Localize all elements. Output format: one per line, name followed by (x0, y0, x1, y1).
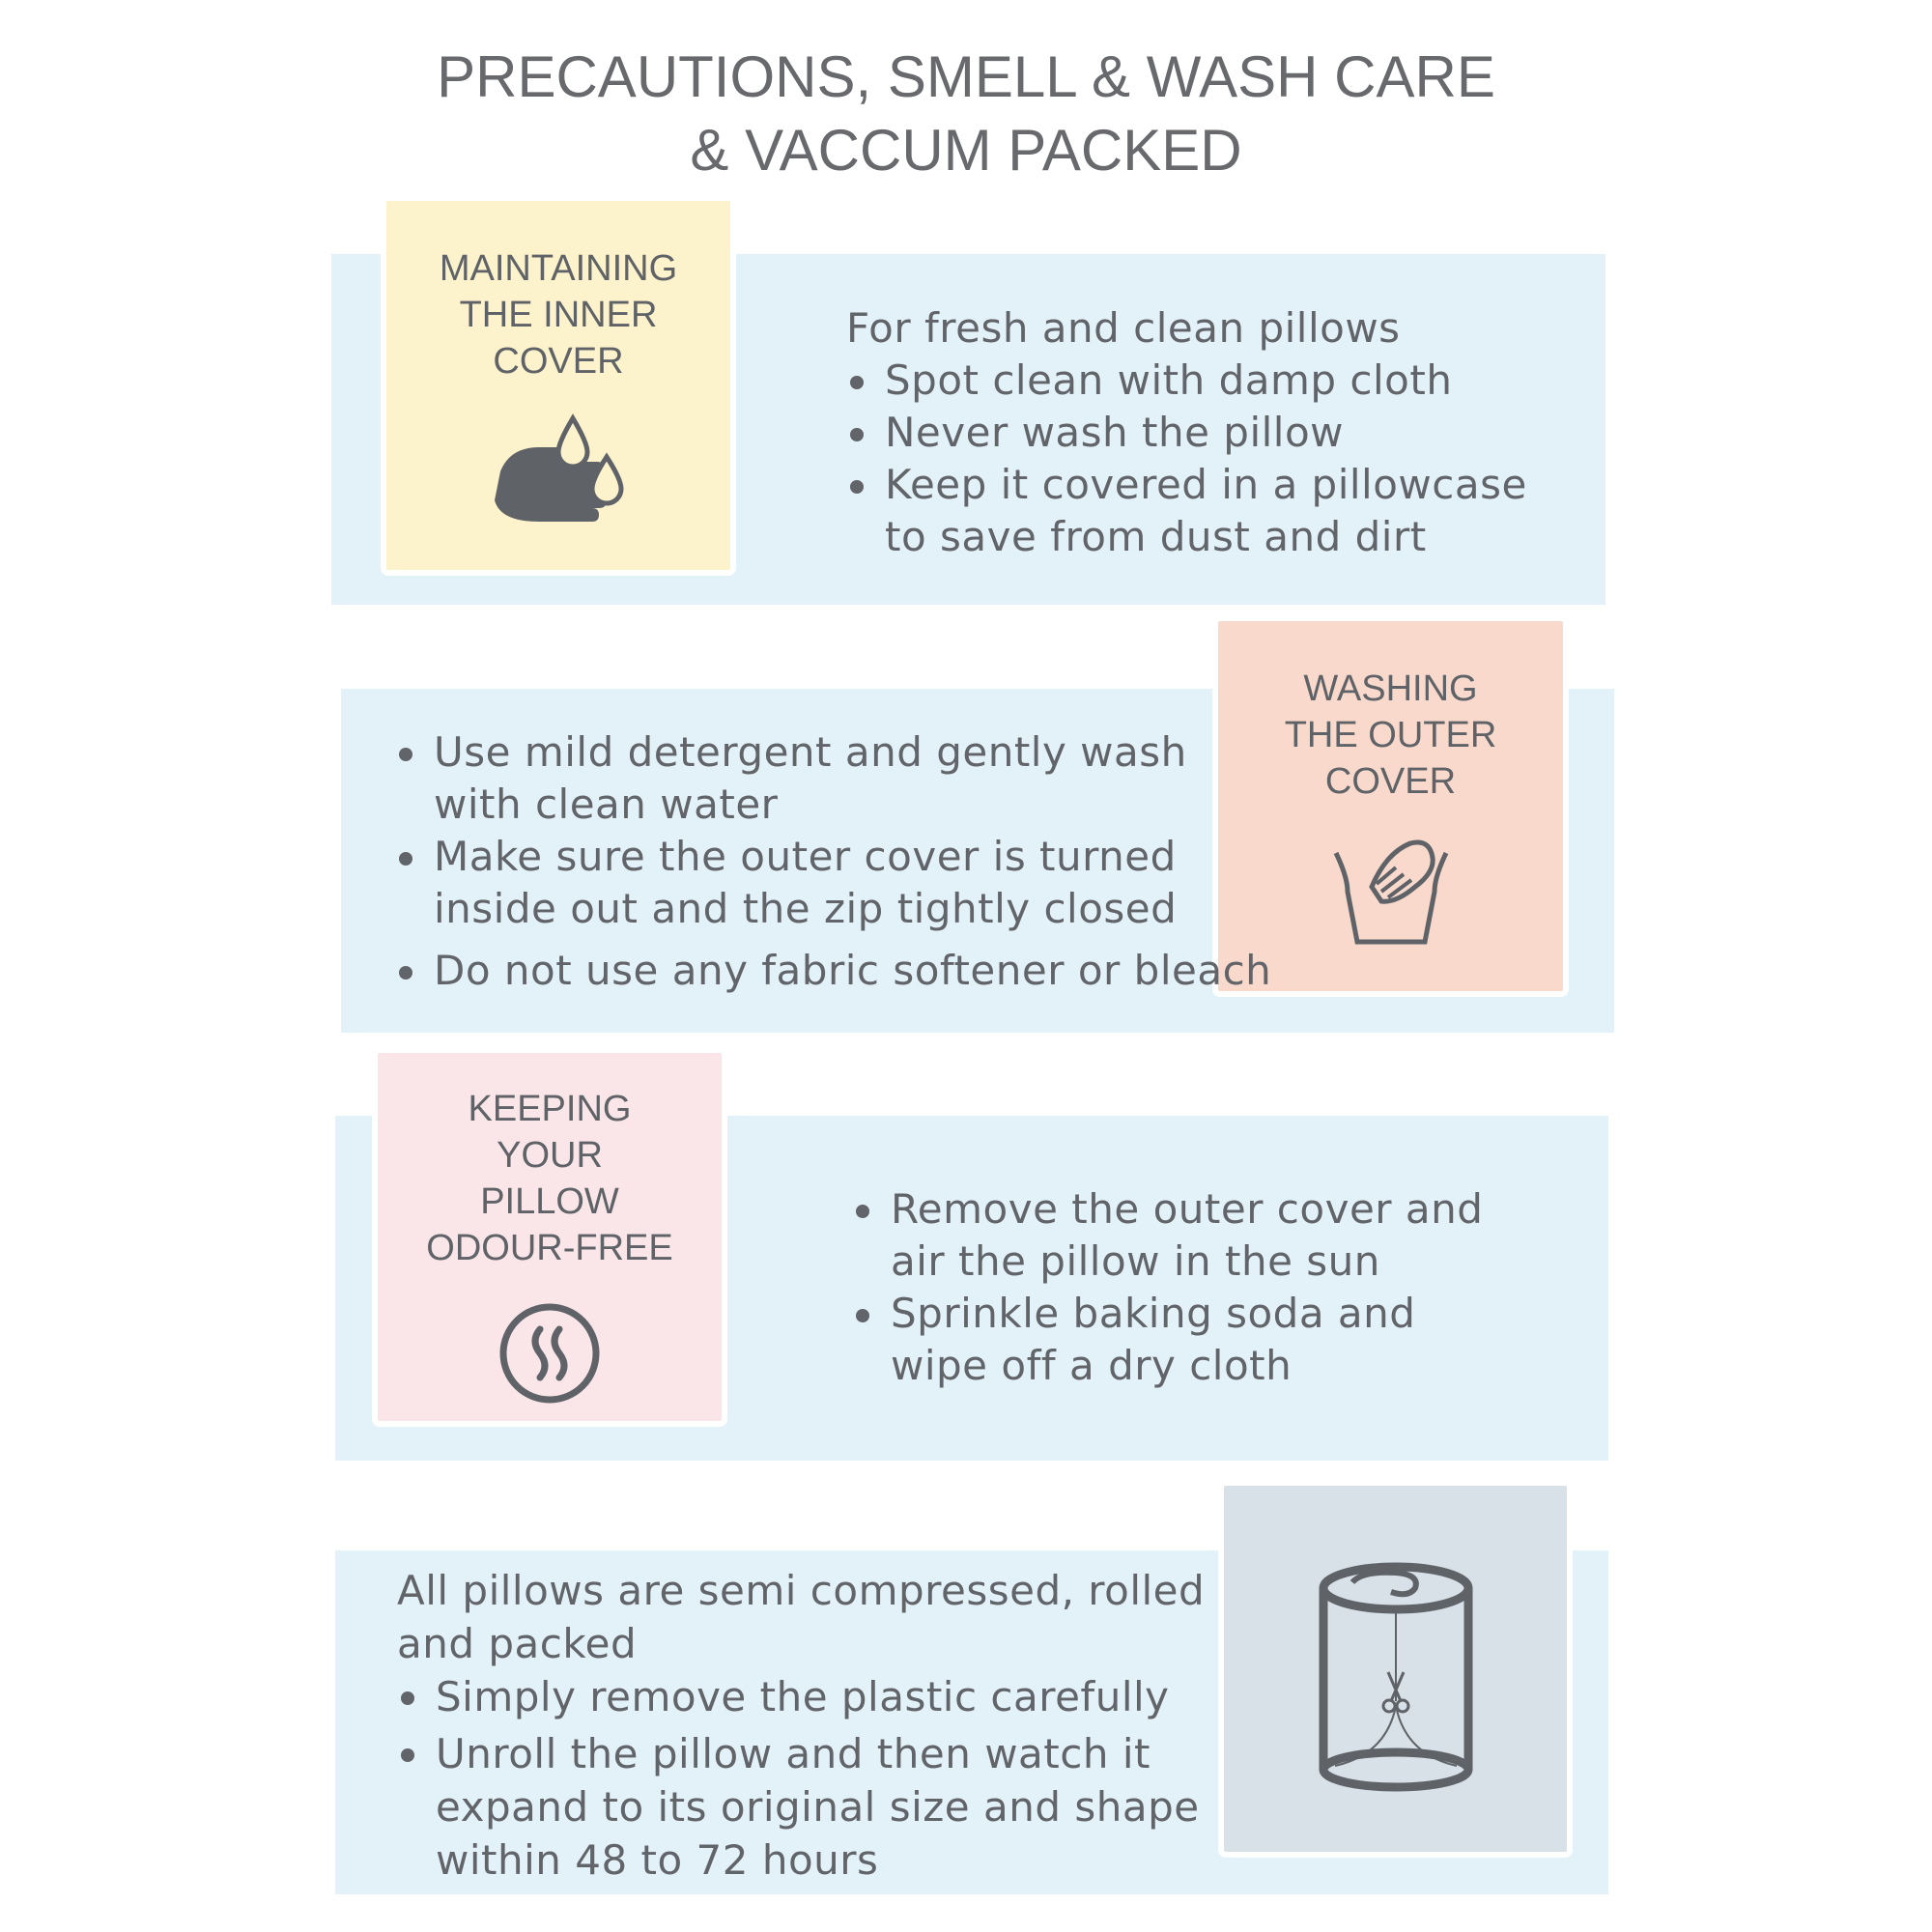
odour-instructions: Remove the outer cover and air the pillo… (852, 1183, 1483, 1392)
outer-cover-card: WASHING THE OUTER COVER (1212, 615, 1569, 997)
vacuum-packed-instructions: All pillows are semi compressed, rolled … (397, 1567, 1206, 1884)
inner-cover-instructions: For fresh and clean pillows Spot clean w… (846, 304, 1527, 560)
inner-cover-card: MAINTAINING THE INNER COVER (381, 195, 736, 576)
hand-wash-basin-icon (1333, 839, 1448, 945)
card-heading: KEEPING YOUR PILLOW ODOUR-FREE (426, 1089, 673, 1268)
hand-wash-drops-icon (495, 413, 624, 522)
page-title: PRECAUTIONS, SMELL & WASH CARE & VACCUM … (437, 44, 1495, 183)
rolled-pillow-scissors-icon (1319, 1562, 1472, 1792)
vacuum-packed-card (1218, 1480, 1573, 1858)
odour-steam-icon (499, 1303, 600, 1404)
card-heading: MAINTAINING THE INNER COVER (439, 248, 678, 382)
outer-cover-instructions: Use mild detergent and gently wash with … (395, 726, 1271, 997)
card-heading: WASHING THE OUTER COVER (1284, 668, 1497, 802)
odour-free-card: KEEPING YOUR PILLOW ODOUR-FREE (372, 1047, 727, 1427)
